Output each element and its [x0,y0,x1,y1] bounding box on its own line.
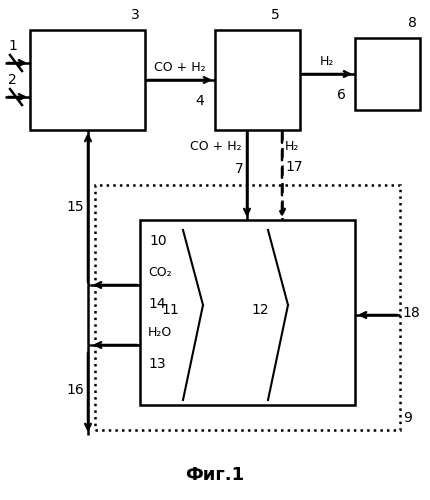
Text: 5: 5 [270,8,279,22]
Text: CO + H₂: CO + H₂ [154,61,206,74]
Bar [95,185,399,430]
Text: 7: 7 [235,162,243,176]
Text: 15: 15 [66,200,84,214]
Text: 6: 6 [336,88,345,102]
Text: 1: 1 [8,39,17,53]
Text: 9: 9 [402,411,411,425]
Bar [30,30,144,130]
Text: 16: 16 [66,383,84,397]
Text: CO + H₂: CO + H₂ [190,140,241,153]
Text: 14: 14 [147,297,165,311]
Bar [140,220,354,405]
Text: Фиг.1: Фиг.1 [185,466,244,484]
Bar [215,30,299,130]
Text: 13: 13 [147,357,165,371]
Text: 11: 11 [161,303,178,317]
Text: H₂O: H₂O [147,326,172,339]
Text: 18: 18 [401,306,419,320]
Text: 8: 8 [407,16,415,30]
Text: H₂: H₂ [284,140,299,153]
Text: CO₂: CO₂ [147,266,171,279]
Text: 10: 10 [149,234,166,248]
Text: 12: 12 [251,303,268,317]
Text: 4: 4 [194,94,203,108]
Text: H₂: H₂ [319,55,333,68]
Text: 2: 2 [8,73,17,87]
Text: 17: 17 [284,160,302,174]
Text: 3: 3 [130,8,139,22]
Bar [354,38,419,110]
